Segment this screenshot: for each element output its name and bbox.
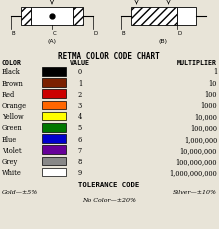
Text: Yellow: Yellow: [2, 113, 24, 121]
Text: RETMA COLOR CODE CHART: RETMA COLOR CODE CHART: [58, 52, 160, 61]
Text: 0: 0: [78, 68, 82, 76]
Text: Gold—±5%: Gold—±5%: [2, 189, 38, 194]
Bar: [177, 8, 196, 26]
Text: 1: 1: [213, 68, 217, 76]
Text: MULTIPLIER: MULTIPLIER: [177, 60, 217, 66]
Text: 10,000: 10,000: [194, 113, 217, 121]
Text: Violet: Violet: [2, 146, 22, 154]
Text: D: D: [94, 31, 98, 36]
Text: 6: 6: [78, 135, 82, 143]
Text: 5: 5: [78, 124, 82, 132]
Bar: [42, 146, 66, 154]
Text: 2: 2: [78, 90, 82, 98]
Text: COLOR: COLOR: [2, 60, 22, 66]
Text: 8: 8: [78, 157, 82, 165]
Text: Red: Red: [2, 90, 15, 98]
Bar: [131, 8, 177, 26]
Bar: [42, 135, 66, 143]
Text: 100,000,000: 100,000,000: [175, 157, 217, 165]
Text: A: A: [138, 0, 141, 1]
Text: 1,000,000: 1,000,000: [184, 135, 217, 143]
Text: 9: 9: [78, 169, 82, 177]
Text: 1000: 1000: [200, 102, 217, 110]
Text: White: White: [2, 169, 22, 177]
Bar: [73, 8, 83, 26]
Bar: [42, 79, 66, 87]
Text: 1,000,000,000: 1,000,000,000: [169, 169, 217, 177]
Text: 100,000: 100,000: [190, 124, 217, 132]
Bar: [42, 112, 66, 121]
Bar: [42, 123, 66, 132]
Text: 10: 10: [209, 79, 217, 87]
Text: 3: 3: [78, 102, 82, 110]
Text: B: B: [12, 31, 16, 36]
Text: 1: 1: [78, 79, 82, 87]
Text: TOLERANCE CODE: TOLERANCE CODE: [78, 181, 140, 187]
Text: Grey: Grey: [2, 157, 18, 165]
Text: D: D: [178, 31, 182, 36]
Bar: [42, 168, 66, 177]
Bar: [42, 90, 66, 98]
Text: 100: 100: [205, 90, 217, 98]
Text: Black: Black: [2, 68, 21, 76]
Text: Green: Green: [2, 124, 23, 132]
Text: Brown: Brown: [2, 79, 24, 87]
Text: 10,000,000: 10,000,000: [180, 146, 217, 154]
Text: (B): (B): [159, 39, 168, 44]
Text: No Color—±20%: No Color—±20%: [82, 197, 136, 202]
Bar: [31, 8, 73, 26]
Text: C: C: [170, 0, 173, 1]
Text: 7: 7: [78, 146, 82, 154]
Text: Orange: Orange: [2, 102, 27, 110]
Text: C: C: [53, 31, 57, 36]
Text: B: B: [122, 31, 125, 36]
Bar: [42, 68, 66, 76]
Text: 4: 4: [78, 113, 82, 121]
Bar: [21, 8, 31, 26]
Text: A: A: [53, 0, 57, 1]
Text: Blue: Blue: [2, 135, 17, 143]
Bar: [42, 101, 66, 110]
Text: VALUE: VALUE: [70, 60, 90, 66]
Text: Silver—±10%: Silver—±10%: [173, 189, 217, 194]
Text: (A): (A): [48, 39, 57, 44]
Bar: [42, 157, 66, 165]
